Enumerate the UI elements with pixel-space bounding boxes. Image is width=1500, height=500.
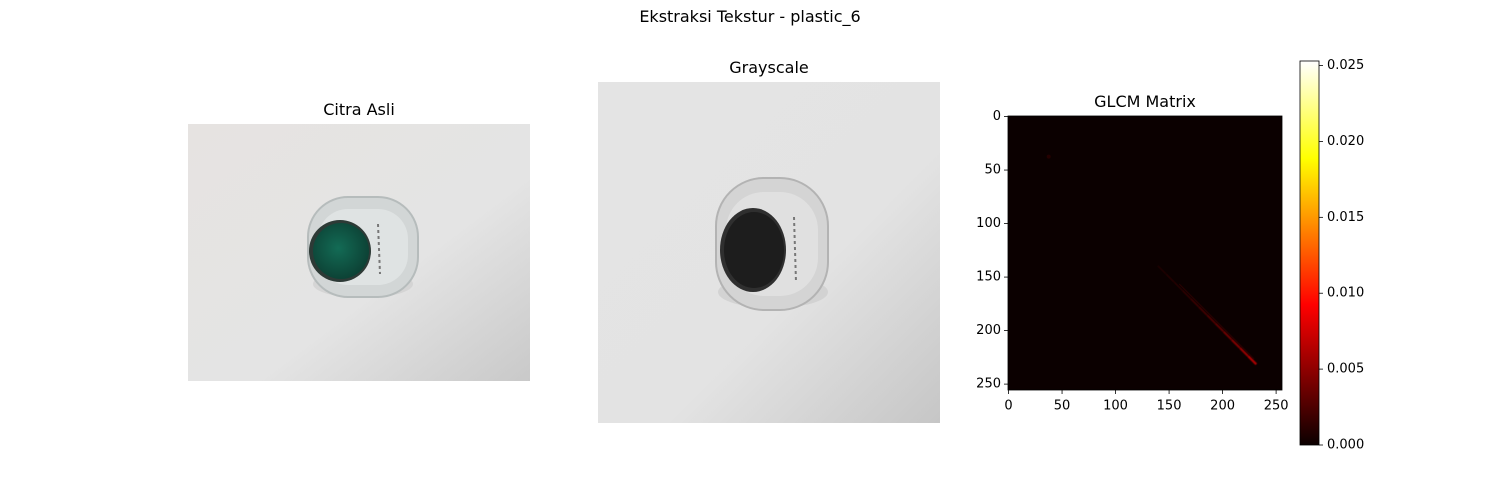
y-tick-label: 0 <box>993 109 1001 124</box>
glcm-diagonal-segment <box>1247 355 1258 366</box>
y-tick-label: 100 <box>976 216 1001 231</box>
glcm-diagonal-segment <box>1239 347 1249 357</box>
glcm-diagonal-segment <box>1157 265 1167 275</box>
x-tick-label: 250 <box>1264 399 1289 414</box>
grayscale-image-title: Grayscale <box>729 58 809 77</box>
glcm-axes-frame <box>1007 115 1283 391</box>
x-tick-label: 0 <box>1004 399 1012 414</box>
y-tick-label: 50 <box>984 163 1001 178</box>
original-image <box>188 124 530 381</box>
glcm-diagonal-segment <box>1230 338 1241 349</box>
y-tick-label: 250 <box>976 377 1001 392</box>
x-tick-label: 200 <box>1210 399 1235 414</box>
colorbar-frame <box>1299 60 1320 446</box>
glcm-diagonal-segment <box>1198 306 1208 316</box>
y-tick-label: 200 <box>976 323 1001 338</box>
glcm-diagonal-segment <box>1173 281 1184 292</box>
colorbar-tick-label: 0.005 <box>1327 362 1364 377</box>
colorbar-tick-label: 0.020 <box>1327 134 1364 149</box>
figure-title: Ekstraksi Tekstur - plastic_6 <box>639 7 861 26</box>
colorbar-tick-label: 0.015 <box>1327 210 1364 225</box>
glcm-chart-title: GLCM Matrix <box>1094 92 1196 111</box>
glcm-spot <box>1046 154 1051 159</box>
glcm-diagonal-segment <box>1165 273 1175 283</box>
colorbar-tick-label: 0.010 <box>1327 286 1364 301</box>
glcm-diagonal-streak <box>1178 283 1255 360</box>
colorbar-tick-label: 0.025 <box>1327 58 1364 73</box>
glcm-diagonal-segment <box>1206 314 1216 324</box>
x-tick-label: 150 <box>1157 399 1182 414</box>
glcm-diagonal-segment <box>1222 330 1233 341</box>
colorbar-tick-label: 0.000 <box>1327 438 1364 453</box>
grayscale-image <box>598 82 940 423</box>
x-tick-label: 100 <box>1103 399 1128 414</box>
colorbar-gradient <box>1300 61 1319 445</box>
y-tick-label: 150 <box>976 270 1001 285</box>
glcm-diagonal-segment <box>1190 298 1200 308</box>
original-image-title: Citra Asli <box>323 100 395 119</box>
glcm-diagonal-segment <box>1181 289 1192 300</box>
x-tick-label: 50 <box>1054 399 1071 414</box>
glcm-diagonal-segment <box>1214 322 1225 333</box>
